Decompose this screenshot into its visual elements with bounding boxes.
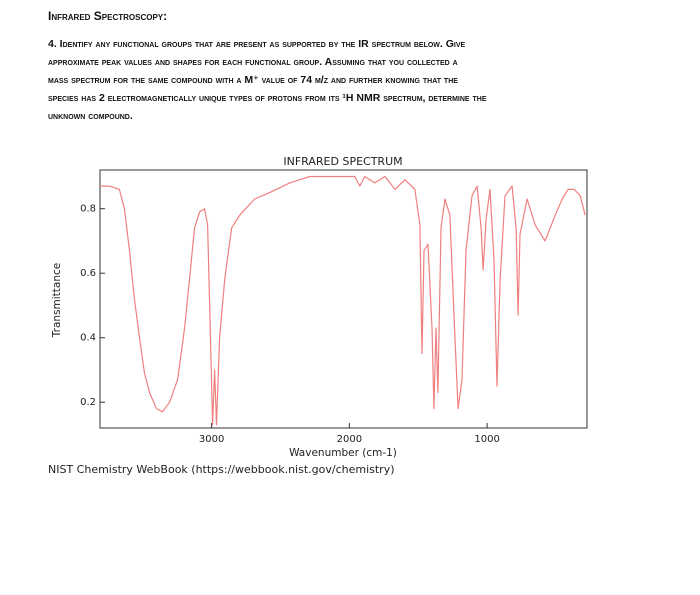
chart-title: INFRARED SPECTRUM [283,155,402,168]
question-line: approximate peak values and shapes for e… [48,56,458,68]
y-tick-label: 0.8 [80,204,96,215]
x-tick-label: 3000 [199,434,224,445]
y-tick-label: 0.2 [80,397,96,408]
x-axis-label: Wavenumber (cm-1) [289,447,397,459]
plot-frame [99,169,588,429]
question-line: 4. Identify any functional groups that a… [48,38,466,50]
x-tick-label: 2000 [337,434,362,445]
question-line: unknown compound. [48,110,133,122]
figure-caption: NIST Chemistry WebBook (https://webbook.… [48,463,395,476]
question-line: mass spectrum for the same compound with… [48,74,458,86]
y-tick-label: 0.4 [80,333,96,344]
y-axis-label: Transmittance [51,263,63,338]
spectrum-line [100,175,586,426]
section-title: Infrared Spectroscopy: [48,9,168,23]
question-line: species has 2 electromagnetically unique… [48,92,487,104]
y-tick-label: 0.6 [80,268,96,279]
x-tick-label: 1000 [474,434,499,445]
